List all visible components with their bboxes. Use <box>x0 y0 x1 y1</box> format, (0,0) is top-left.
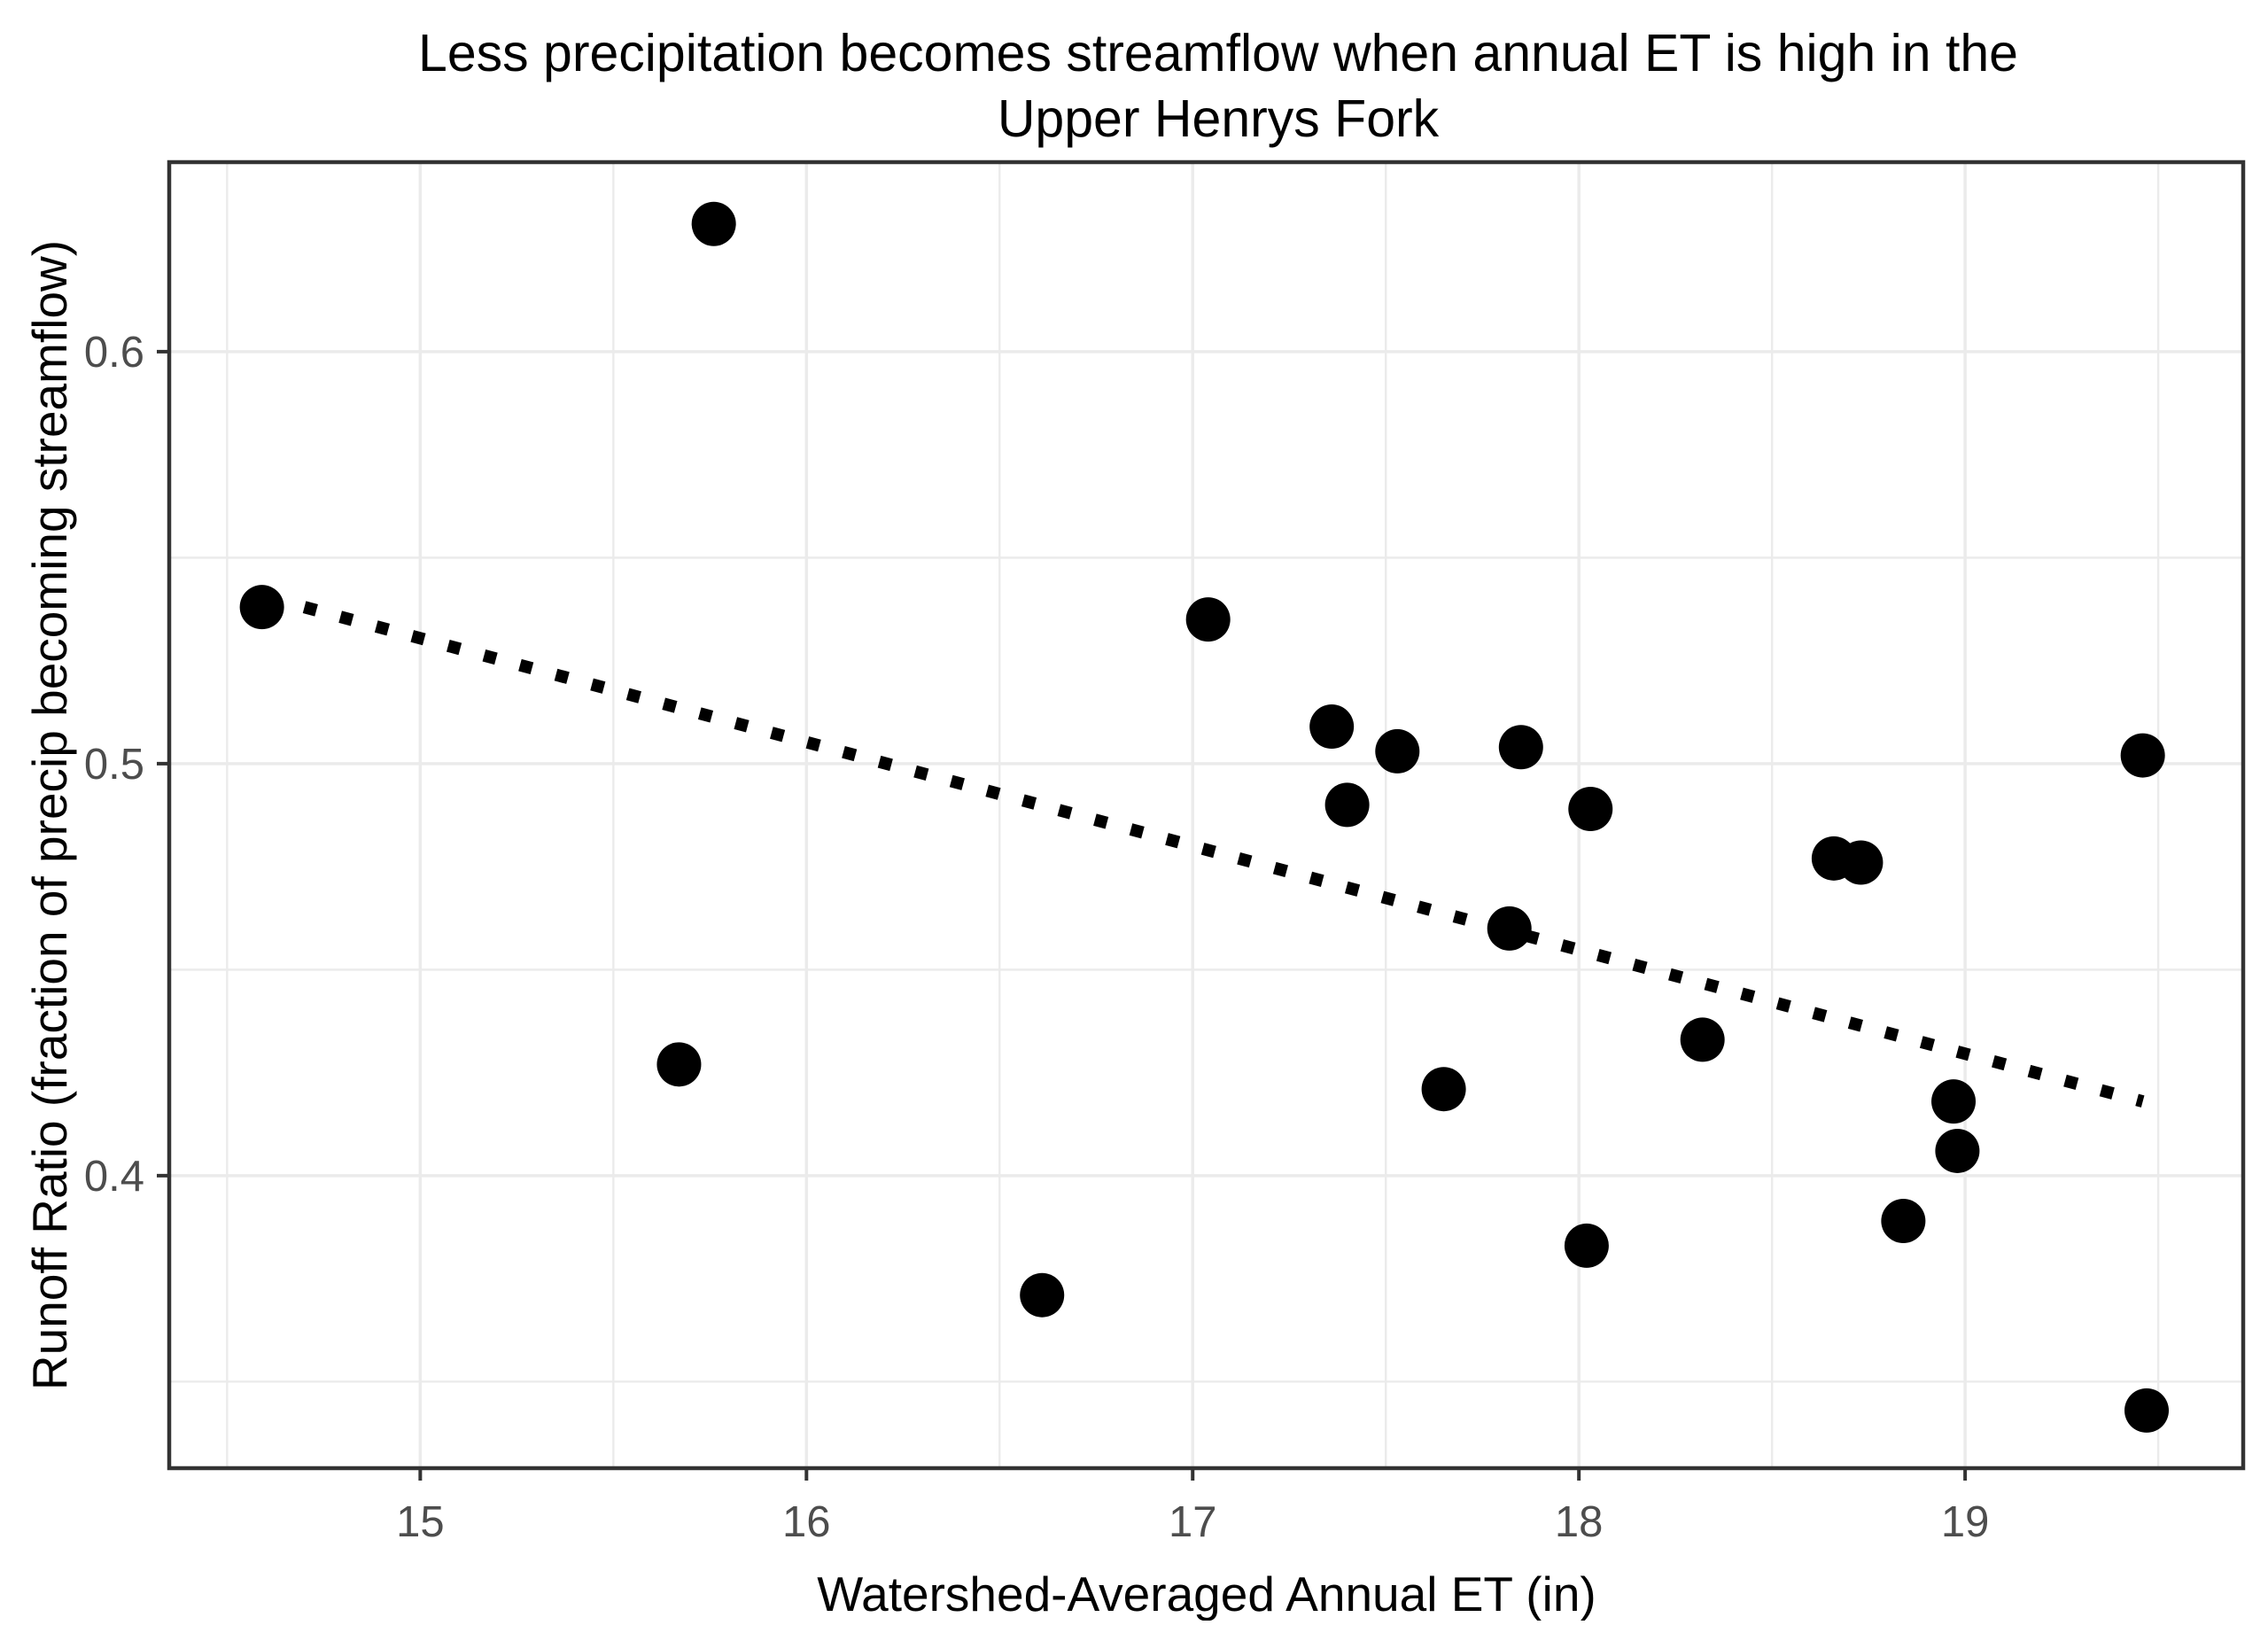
panel-border <box>167 159 2246 1471</box>
x-axis-tick-label: 16 <box>782 1498 831 1546</box>
scatter-point <box>656 1042 702 1087</box>
y-axis-tick-label: 0.6 <box>84 329 144 377</box>
scatter-point <box>1324 782 1370 828</box>
scatter-point <box>2124 1388 2170 1433</box>
scatter-point <box>239 585 284 630</box>
chart-title-line1: Less precipitation becomes streamflow wh… <box>418 24 2018 82</box>
y-axis-tick-label: 0.4 <box>84 1153 144 1201</box>
scatter-point <box>1564 1223 1609 1268</box>
x-axis-tick-label: 15 <box>396 1498 445 1546</box>
x-axis-tick-label: 19 <box>1941 1498 1990 1546</box>
scatter-point <box>691 201 736 246</box>
x-axis-title: Watershed-Averaged Annual ET (in) <box>817 1567 1596 1621</box>
scatter-point <box>1935 1128 1980 1173</box>
scatter-point <box>2120 733 2165 778</box>
scatter-point <box>1375 728 1420 774</box>
major-gridlines <box>169 162 2243 1468</box>
x-axis-tick-label: 17 <box>1169 1498 1217 1546</box>
chart-title-line2: Upper Henrys Fork <box>998 89 1440 148</box>
x-axis-tick-label: 18 <box>1555 1498 1604 1546</box>
scatter-point <box>1421 1067 1466 1112</box>
minor-gridlines <box>169 162 2243 1468</box>
scatter-point <box>1881 1199 1926 1244</box>
y-axis-title: Runoff Ratio (fraction of precip becomin… <box>22 240 77 1390</box>
scatter-points <box>239 201 2170 1433</box>
scatter-point <box>1680 1017 1725 1062</box>
scatter-point <box>1309 704 1355 750</box>
scatter-point <box>1931 1079 1977 1124</box>
scatter-point <box>1498 725 1543 770</box>
scatter-point <box>1838 840 1884 885</box>
scatter-point <box>1568 787 1613 832</box>
scatter-point <box>1185 597 1231 642</box>
y-axis-tick-label: 0.5 <box>84 741 144 789</box>
scatter-point <box>1020 1272 1065 1318</box>
axis-ticks: 15 16 17 18 19 0.4 0.5 0.6 <box>84 329 1990 1546</box>
scatter-point <box>1487 906 1532 951</box>
